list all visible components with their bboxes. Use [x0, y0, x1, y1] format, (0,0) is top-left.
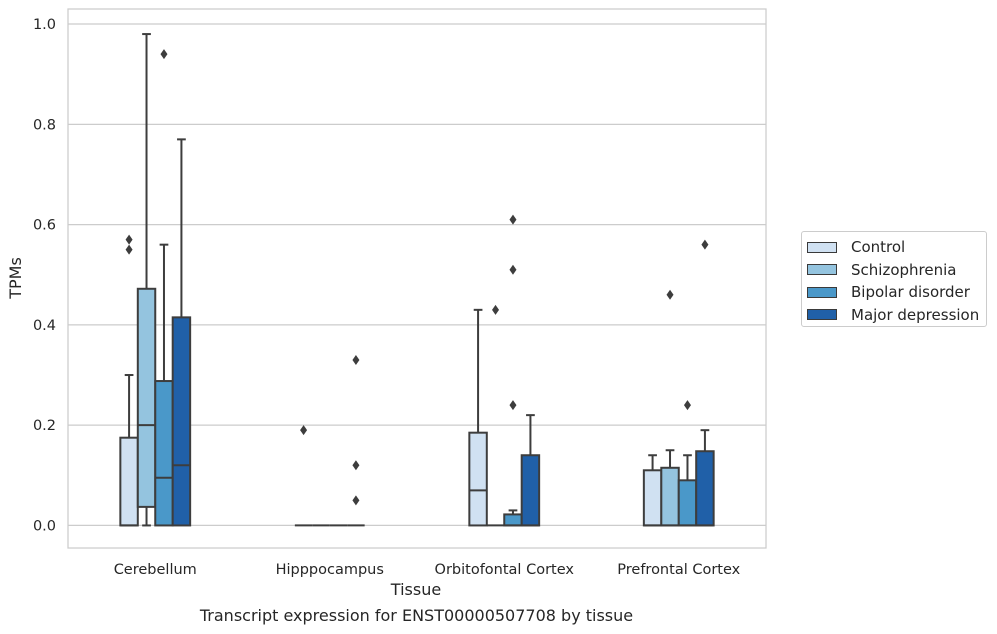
- box-control: [294, 425, 313, 527]
- legend: Control Schizophrenia Bipolar disorder Majo…: [801, 231, 987, 327]
- box-major-depression: [347, 354, 365, 527]
- outlier-marker: [352, 460, 360, 471]
- outlier-marker: [352, 495, 360, 506]
- box-iqr: [468, 431, 488, 527]
- x-tick-label: Cerebellum: [114, 562, 197, 578]
- legend-label: Schizophrenia: [851, 260, 957, 279]
- x-tick-label: Prefrontal Cortex: [617, 562, 740, 578]
- outlier-marker: [509, 400, 517, 411]
- outlier-marker: [125, 234, 133, 245]
- box-control: [119, 234, 139, 527]
- plot-frame: [67, 8, 767, 549]
- y-tick-label: 0.0: [33, 518, 56, 534]
- box-control: [642, 454, 663, 527]
- box-schizophrenia: [136, 33, 157, 527]
- box-major-depression: [171, 138, 192, 527]
- outlier-marker: [300, 425, 308, 436]
- x-tick-label: Orbitofontal Cortex: [435, 562, 575, 578]
- y-tick-label: 0.2: [33, 418, 56, 434]
- box-groups: [119, 33, 715, 527]
- y-tick-label: 1.0: [33, 17, 56, 33]
- outlier-marker: [352, 354, 360, 365]
- legend-item: Bipolar disorder: [807, 281, 986, 304]
- box-bipolar-disorder: [154, 49, 174, 527]
- box-iqr: [695, 450, 715, 527]
- box-iqr: [119, 436, 139, 527]
- box-iqr: [677, 479, 698, 527]
- box-iqr: [660, 466, 680, 527]
- legend-item: Control: [807, 236, 986, 259]
- box-iqr: [136, 287, 157, 508]
- box-control: [468, 308, 488, 527]
- box-schizophrenia: [486, 304, 505, 527]
- legend-item: Schizophrenia: [807, 259, 986, 282]
- y-tick-label: 0.6: [33, 218, 56, 234]
- chart-caption: Transcript expression for ENST0000050770…: [199, 606, 634, 625]
- y-axis-label: TPMs: [6, 257, 25, 300]
- legend-swatch: [807, 241, 837, 253]
- y-tick-labels: 0.0 0.2 0.4 0.6 0.8 1.0: [33, 17, 56, 534]
- outlier-marker: [509, 264, 517, 275]
- box-major-depression: [695, 239, 715, 527]
- outlier-marker: [492, 304, 500, 315]
- outlier-marker: [683, 400, 691, 411]
- box-iqr: [503, 513, 523, 527]
- outlier-marker: [125, 244, 133, 255]
- legend-item: Major depression: [807, 304, 986, 327]
- box-iqr: [642, 469, 663, 527]
- x-axis-label: Tissue: [390, 580, 441, 599]
- box-major-depression: [520, 414, 541, 527]
- outlier-marker: [509, 214, 517, 225]
- box-iqr: [520, 454, 541, 527]
- outlier-marker: [160, 49, 168, 60]
- box-iqr: [171, 316, 192, 527]
- legend-swatch: [807, 286, 837, 298]
- legend-swatch: [807, 264, 837, 276]
- legend-label: Major depression: [851, 305, 980, 324]
- x-tick-label: Hipppocampus: [276, 562, 384, 578]
- box-bipolar-disorder: [677, 400, 698, 527]
- legend-swatch: [807, 309, 837, 321]
- outlier-marker: [701, 239, 709, 250]
- x-tick-labels: Cerebellum Hipppocampus Orbitofontal Corte…: [114, 562, 741, 578]
- y-tick-label: 0.8: [33, 117, 56, 133]
- box-bipolar-disorder: [503, 214, 523, 527]
- outlier-marker: [666, 289, 674, 300]
- legend-label: Bipolar disorder: [851, 283, 970, 302]
- y-tick-label: 0.4: [33, 318, 56, 334]
- box-iqr: [154, 380, 174, 527]
- legend-label: Control: [851, 238, 906, 257]
